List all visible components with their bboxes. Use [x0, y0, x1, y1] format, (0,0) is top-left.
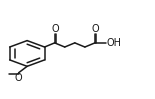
Text: O: O — [92, 24, 99, 34]
Text: O: O — [15, 73, 22, 83]
Text: OH: OH — [106, 38, 121, 48]
Text: O: O — [51, 24, 59, 34]
